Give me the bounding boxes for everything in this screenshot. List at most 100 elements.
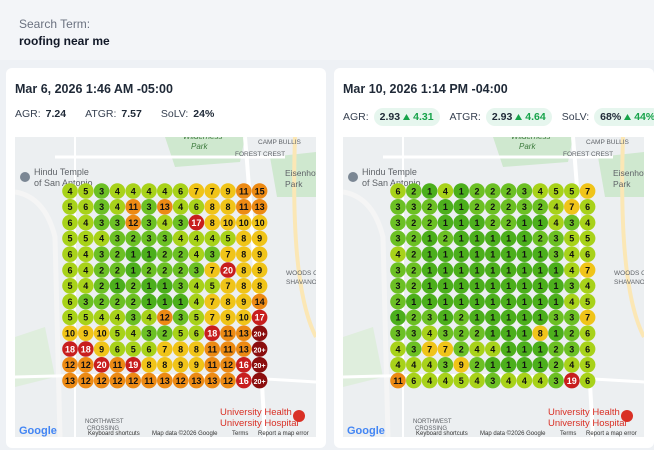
rank-dot bbox=[421, 278, 438, 294]
rank-dot bbox=[157, 278, 173, 294]
rank-label: 4 bbox=[115, 186, 120, 196]
rank-dot bbox=[516, 183, 533, 199]
rank-dot bbox=[93, 230, 110, 247]
rank-label: 6 bbox=[411, 376, 416, 386]
rank-dot bbox=[109, 309, 126, 326]
rank-label: 11 bbox=[207, 360, 217, 370]
rank-label: 1 bbox=[443, 250, 448, 260]
rank-dot bbox=[453, 357, 469, 373]
rank-dot bbox=[141, 372, 157, 389]
rank-dot bbox=[62, 372, 78, 389]
rank-label: 16 bbox=[239, 360, 249, 370]
rank-label: 2 bbox=[538, 202, 543, 212]
rank-label: 3 bbox=[569, 313, 574, 323]
map-label: CAMP BULLIS bbox=[258, 139, 302, 146]
rank-dot bbox=[188, 214, 205, 231]
rank-dot bbox=[141, 262, 157, 278]
rank-label: 3 bbox=[443, 360, 448, 370]
rank-dot bbox=[579, 293, 596, 310]
rank-dot bbox=[188, 199, 205, 215]
rank-label: 5 bbox=[67, 281, 72, 291]
rank-label: 2 bbox=[131, 281, 136, 291]
rank-dot bbox=[406, 278, 422, 294]
metric-value: 7.24 bbox=[45, 108, 67, 120]
rank-dot bbox=[62, 214, 78, 231]
rank-dot bbox=[78, 230, 94, 247]
rank-label: 5 bbox=[67, 202, 72, 212]
rank-label: 6 bbox=[67, 218, 72, 228]
rank-dot bbox=[421, 230, 438, 247]
rank-label: 4 bbox=[538, 186, 543, 196]
map-label: Map data ©2026 Google bbox=[152, 430, 218, 437]
rank-dot bbox=[62, 262, 78, 278]
rank-dot bbox=[564, 246, 580, 262]
rank-dot bbox=[532, 341, 548, 357]
rank-dot bbox=[236, 341, 252, 357]
road bbox=[15, 189, 63, 437]
rank-dot bbox=[62, 341, 78, 357]
rank-dot bbox=[62, 199, 78, 215]
rank-dot bbox=[157, 199, 173, 215]
rank-label: 2 bbox=[538, 234, 543, 244]
rank-dot bbox=[390, 309, 406, 326]
rank-label: 7 bbox=[210, 297, 215, 307]
rank-label: 1 bbox=[522, 329, 527, 339]
rank-dot bbox=[421, 293, 438, 310]
metric-pill: 68% 44% bbox=[594, 108, 654, 126]
rank-dot bbox=[485, 341, 501, 357]
rank-dot bbox=[204, 325, 220, 341]
rank-label: 5 bbox=[225, 234, 230, 244]
rank-label: 1 bbox=[522, 360, 527, 370]
rank-label: 8 bbox=[538, 329, 543, 339]
rank-label: 10 bbox=[239, 313, 249, 323]
rank-dot bbox=[78, 183, 94, 199]
rank-dot bbox=[251, 357, 268, 373]
rank-dot bbox=[236, 293, 252, 310]
rank-label: 1 bbox=[443, 297, 448, 307]
rank-label: 1 bbox=[395, 313, 400, 323]
rank-dot bbox=[93, 293, 110, 310]
rank-label: 4 bbox=[569, 250, 574, 260]
rank-dot bbox=[141, 278, 157, 294]
map-label: CAMP BULLIS bbox=[586, 139, 630, 146]
rank-dot bbox=[564, 293, 580, 310]
rank-dot bbox=[188, 230, 205, 247]
rank-dot bbox=[469, 372, 485, 389]
rank-label: 3 bbox=[553, 234, 558, 244]
rank-label: 5 bbox=[569, 186, 574, 196]
rank-dot bbox=[141, 246, 157, 262]
rank-dot bbox=[437, 246, 454, 262]
rank-dot bbox=[406, 199, 422, 215]
rank-label: 8 bbox=[146, 360, 151, 370]
rank-label: 1 bbox=[522, 234, 527, 244]
rank-label: 5 bbox=[585, 360, 590, 370]
rank-label: 4 bbox=[585, 218, 590, 228]
rank-dot bbox=[564, 183, 580, 199]
rank-label: 2 bbox=[490, 218, 495, 228]
rank-label: 1 bbox=[553, 265, 558, 275]
rank-dot bbox=[421, 183, 438, 199]
metric-change: 44% bbox=[634, 111, 654, 123]
rank-label: 2 bbox=[99, 297, 104, 307]
rank-dot bbox=[93, 341, 110, 357]
rank-dot bbox=[220, 325, 236, 341]
rank-dot bbox=[437, 183, 454, 199]
rank-dot bbox=[93, 357, 110, 373]
rank-label: 2 bbox=[569, 329, 574, 339]
rank-dot bbox=[204, 309, 220, 326]
rank-dot bbox=[109, 262, 126, 278]
rank-label: 4 bbox=[443, 186, 448, 196]
rank-label: 4 bbox=[569, 297, 574, 307]
rank-label: 4 bbox=[569, 265, 574, 275]
rank-label: 7 bbox=[162, 344, 167, 354]
rank-dot bbox=[437, 293, 454, 310]
rank-label: 6 bbox=[67, 297, 72, 307]
rank-dot bbox=[125, 309, 141, 326]
rank-label: 12 bbox=[112, 376, 122, 386]
rank-dot bbox=[548, 357, 564, 373]
park bbox=[165, 137, 245, 167]
rank-dot bbox=[251, 262, 268, 278]
rank-dot bbox=[172, 246, 189, 262]
rank-label: 2 bbox=[115, 297, 120, 307]
rank-dot bbox=[390, 262, 406, 278]
